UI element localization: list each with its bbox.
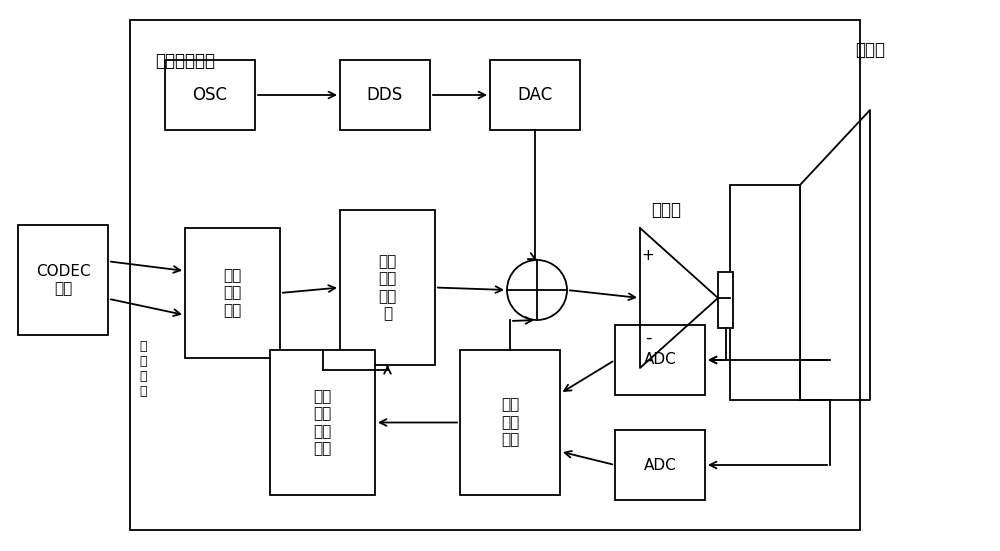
Text: 扬声器: 扬声器: [855, 41, 885, 59]
Bar: [460, 350, 560, 495]
Bar: [730, 185, 800, 400]
Bar: [490, 60, 580, 130]
Text: DDS: DDS: [367, 86, 403, 104]
Text: 放大器: 放大器: [651, 201, 681, 219]
Text: -: -: [645, 329, 651, 347]
Bar: [718, 272, 733, 328]
Bar: [615, 430, 705, 500]
Text: ADC: ADC: [644, 353, 676, 368]
Text: ADC: ADC: [644, 457, 676, 473]
Bar: [165, 60, 255, 130]
Text: +: +: [642, 249, 654, 263]
Text: 模
拟
接
口: 模 拟 接 口: [139, 340, 147, 398]
Text: 增益
控制
器模
块: 增益 控制 器模 块: [378, 254, 397, 321]
Bar: [18, 225, 108, 335]
Bar: [185, 228, 280, 358]
Bar: [340, 210, 435, 365]
Bar: [615, 325, 705, 395]
Text: OSC: OSC: [192, 86, 228, 104]
Text: DAC: DAC: [517, 86, 553, 104]
Bar: [270, 350, 375, 495]
Text: 信号
处理
模块: 信号 处理 模块: [501, 398, 519, 447]
Text: 模拟音频功放: 模拟音频功放: [155, 52, 215, 70]
Text: 信号
接收
模块: 信号 接收 模块: [223, 268, 242, 318]
Text: 温度
控制
算法
模块: 温度 控制 算法 模块: [313, 389, 332, 456]
Bar: [340, 60, 430, 130]
Bar: [130, 20, 860, 530]
Text: CODEC
芯片: CODEC 芯片: [36, 264, 90, 296]
